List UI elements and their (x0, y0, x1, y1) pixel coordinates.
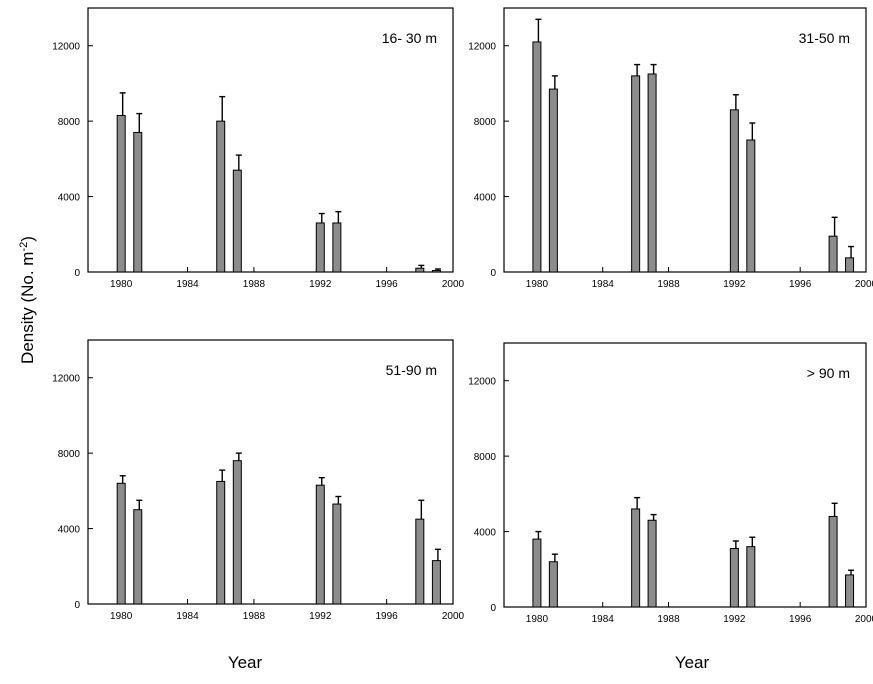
y-axis-title-main: Density (No. m (18, 252, 37, 364)
bar (828, 235, 838, 273)
bar (415, 267, 425, 273)
x-tick-label: 2000 (855, 279, 873, 290)
y-tick-label: 4000 (58, 193, 81, 204)
bar (216, 120, 226, 273)
y-tick-label: 12000 (52, 42, 80, 53)
x-tick-label: 1984 (592, 614, 615, 625)
x-tick-label: 2000 (442, 279, 465, 290)
x-tick-label: 1992 (309, 279, 332, 290)
y-tick-label: 8000 (58, 449, 81, 460)
bar (548, 561, 558, 608)
plot-frame (503, 7, 867, 273)
bar (232, 460, 242, 605)
plot-frame (87, 7, 454, 273)
bar (845, 257, 855, 273)
x-tick-label: 1980 (526, 614, 549, 625)
x-tick-label: 1984 (176, 611, 199, 622)
bar (216, 480, 226, 605)
bar (548, 88, 558, 273)
bar (116, 482, 126, 605)
x-axis-title-right: Year (675, 653, 710, 672)
x-tick-label: 1980 (110, 279, 133, 290)
panel-label: 51-90 m (386, 362, 437, 378)
x-tick-label: 1992 (723, 279, 746, 290)
panel-label: > 90 m (807, 365, 850, 381)
bar (332, 503, 342, 605)
y-tick-label: 4000 (474, 528, 497, 539)
y-tick-label: 12000 (468, 42, 496, 53)
bar (332, 222, 342, 273)
bar (746, 139, 756, 273)
y-axis-title-end: ) (18, 236, 37, 242)
bar (431, 560, 441, 605)
y-tick-label: 8000 (474, 117, 497, 128)
x-tick-label: 1984 (176, 279, 199, 290)
x-tick-label: 1984 (592, 279, 615, 290)
y-tick-label: 4000 (58, 525, 81, 536)
x-tick-label: 1992 (309, 611, 332, 622)
bar (315, 222, 325, 273)
panel-3: 0 4000 8000 12000 1980 1984 1988 1992 1996 2000 51… (52, 339, 465, 622)
plot-frame (503, 342, 867, 608)
bar (232, 169, 242, 273)
y-tick-label: 4000 (474, 193, 497, 204)
plot-frame (87, 339, 454, 605)
x-tick-label: 1980 (526, 279, 549, 290)
bar (532, 538, 542, 608)
bar (631, 75, 641, 273)
panels: 0 4000 8000 12000 1980 1984 1988 1992 1996 2000 16… (52, 7, 873, 625)
panel-label: 16- 30 m (382, 30, 437, 46)
bar (116, 114, 126, 273)
panel-4: 0 4000 8000 12000 1980 1984 1988 1992 1996 2000 > … (468, 342, 873, 625)
x-tick-label: 1992 (723, 614, 746, 625)
bar (845, 574, 855, 608)
bar (315, 484, 325, 605)
bar (631, 508, 641, 608)
y-tick-label: 8000 (58, 117, 81, 128)
panel-1: 0 4000 8000 12000 1980 1984 1988 1992 1996 2000 16… (52, 7, 465, 290)
x-axis-title-left: Year (228, 653, 263, 672)
bar (133, 509, 143, 605)
x-tick-label: 1988 (243, 611, 266, 622)
bar (647, 519, 657, 608)
x-tick-label: 2000 (855, 614, 873, 625)
y-tick-label: 12000 (52, 374, 80, 385)
x-tick-label: 1996 (789, 279, 812, 290)
bar (133, 131, 143, 273)
bar (647, 73, 657, 273)
x-tick-label: 1996 (376, 279, 399, 290)
panel-label: 31-50 m (799, 30, 850, 46)
y-axis-title: Density (No. m-2) (18, 236, 37, 364)
bar (746, 546, 756, 608)
y-axis-title-superscript: -2 (18, 242, 30, 252)
y-tick-label: 0 (490, 603, 496, 614)
x-tick-label: 1980 (110, 611, 133, 622)
bar (729, 548, 739, 608)
x-tick-label: 1988 (243, 279, 266, 290)
y-tick-label: 8000 (474, 452, 497, 463)
y-tick-label: 0 (74, 600, 80, 611)
bar (415, 518, 425, 605)
x-tick-label: 1996 (376, 611, 399, 622)
x-tick-label: 2000 (442, 611, 465, 622)
bar (532, 41, 542, 273)
panel-2: 0 4000 8000 12000 1980 1984 1988 1992 1996 2000 31… (468, 7, 873, 290)
y-tick-label: 12000 (468, 377, 496, 388)
x-tick-label: 1988 (657, 279, 680, 290)
y-tick-label: 0 (490, 268, 496, 279)
x-tick-label: 1988 (657, 614, 680, 625)
bar (828, 515, 838, 608)
bar (431, 269, 441, 273)
x-tick-label: 1996 (789, 614, 812, 625)
y-tick-label: 0 (74, 268, 80, 279)
bar (729, 109, 739, 273)
